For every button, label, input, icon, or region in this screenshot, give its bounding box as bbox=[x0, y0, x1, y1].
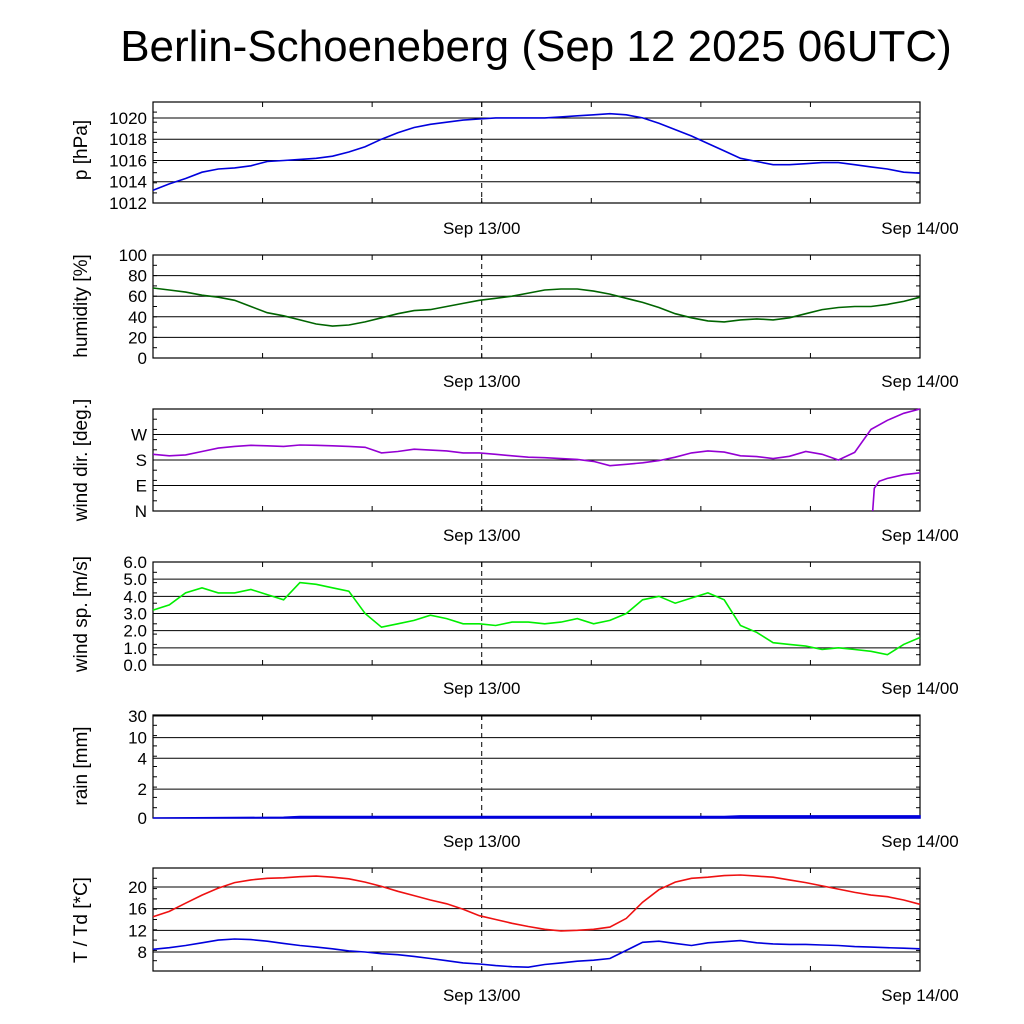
y-tick-label: 4 bbox=[138, 749, 147, 768]
y-tick-label: 0 bbox=[138, 809, 147, 828]
y-axis-label: wind sp. [m/s] bbox=[71, 556, 92, 673]
panel-frame bbox=[152, 714, 921, 819]
y-tick-label: 1012 bbox=[109, 194, 147, 213]
y-tick-label: 2 bbox=[138, 780, 147, 799]
y-tick-label: E bbox=[136, 477, 147, 496]
x-tick-label: Sep 14/00 bbox=[881, 219, 959, 238]
pressure-series-0 bbox=[152, 112, 921, 191]
x-tick-label: Sep 13/00 bbox=[443, 832, 521, 851]
x-tick-label: Sep 13/00 bbox=[443, 679, 521, 698]
temperature-series-0 bbox=[152, 874, 921, 932]
y-tick-label: 16 bbox=[128, 900, 147, 919]
y-tick-label: 3.0 bbox=[123, 605, 147, 624]
y-axis-label: humidity [%] bbox=[71, 254, 92, 357]
wind_dir-series-1 bbox=[871, 472, 921, 512]
y-tick-label: 1.0 bbox=[123, 639, 147, 658]
y-axis-label: T / Td [*C] bbox=[71, 877, 92, 963]
wind_dir-series-0 bbox=[152, 408, 921, 467]
y-tick-label: W bbox=[131, 426, 147, 445]
y-tick-label: 12 bbox=[128, 921, 147, 940]
y-tick-label: S bbox=[136, 451, 147, 470]
y-tick-label: 20 bbox=[128, 878, 147, 897]
x-tick-label: Sep 13/00 bbox=[443, 219, 521, 238]
y-tick-label: 6.0 bbox=[123, 553, 147, 572]
panel-temperature: 8 12 16 20 T / Td [*C] Sep 13/00 Sep 14/00 bbox=[71, 867, 959, 1005]
y-tick-label: 60 bbox=[128, 287, 147, 306]
rain-area bbox=[152, 815, 921, 819]
y-tick-label: 1014 bbox=[109, 173, 147, 192]
x-tick-label: Sep 14/00 bbox=[881, 832, 959, 851]
y-tick-label: 80 bbox=[128, 267, 147, 286]
y-axis-label: p [hPa] bbox=[71, 120, 92, 180]
y-tick-label: 100 bbox=[119, 246, 147, 265]
humidity-series-0 bbox=[152, 287, 921, 327]
y-tick-label: 2.0 bbox=[123, 622, 147, 641]
chart-title: Berlin-Schoeneberg (Sep 12 2025 06UTC) bbox=[120, 22, 952, 71]
y-tick-label: 8 bbox=[138, 943, 147, 962]
panel-pressure: 1012 1014 1016 1018 1020 p [hPa] Sep 13/00 Sep … bbox=[71, 101, 959, 238]
y-axis-label: wind dir. [deg.] bbox=[71, 399, 92, 523]
y-tick-label: 10 bbox=[128, 729, 147, 748]
y-tick-label: 0 bbox=[138, 349, 147, 368]
y-tick-label: 30 bbox=[128, 707, 147, 726]
y-tick-label: 1018 bbox=[109, 130, 147, 149]
y-tick-label: 0.0 bbox=[123, 656, 147, 675]
y-tick-label: 20 bbox=[128, 328, 147, 347]
x-tick-label: Sep 13/00 bbox=[443, 986, 521, 1005]
y-tick-label: 40 bbox=[128, 308, 147, 327]
y-tick-label: 1020 bbox=[109, 109, 147, 128]
wind_speed-series-0 bbox=[152, 581, 921, 656]
panel-frame bbox=[152, 254, 921, 359]
x-tick-label: Sep 13/00 bbox=[443, 372, 521, 391]
y-tick-label: N bbox=[135, 502, 147, 521]
x-tick-label: Sep 13/00 bbox=[443, 526, 521, 545]
y-tick-label: 1016 bbox=[109, 151, 147, 170]
y-tick-label: 5.0 bbox=[123, 570, 147, 589]
y-tick-label: 4.0 bbox=[123, 587, 147, 606]
x-tick-label: Sep 14/00 bbox=[881, 526, 959, 545]
x-tick-label: Sep 14/00 bbox=[881, 986, 959, 1005]
panel-frame bbox=[152, 867, 921, 972]
panel-rain: 0 2 410 30 rain [mm] Sep 13/00 Sep 14/00 bbox=[71, 707, 959, 851]
y-axis-label: rain [mm] bbox=[71, 726, 92, 805]
temperature-series-1 bbox=[152, 938, 921, 969]
x-tick-label: Sep 14/00 bbox=[881, 372, 959, 391]
x-tick-label: Sep 14/00 bbox=[881, 679, 959, 698]
panel-wind_speed: 0.01.02.03.04.05.06.0 wind sp. [m/s] Sep 1… bbox=[71, 553, 959, 698]
